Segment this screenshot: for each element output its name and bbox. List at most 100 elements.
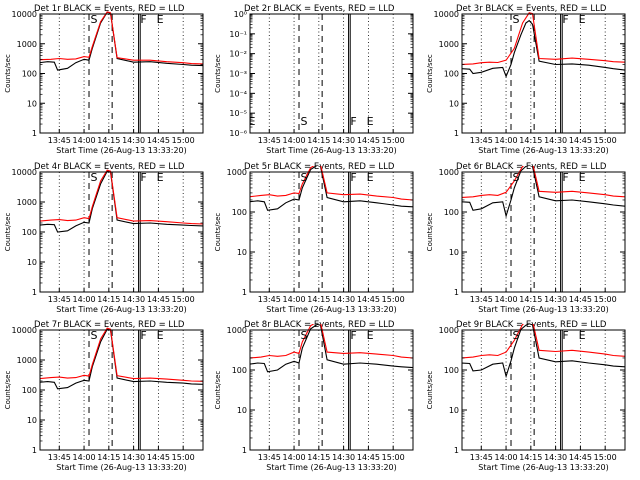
- y-tick-label: 1: [454, 288, 459, 297]
- x-axis-label: Start Time (26-Aug-13 13:33:20): [478, 305, 609, 314]
- y-axis-label: Counts/sec: [426, 371, 434, 410]
- x-tick-label: 14:45: [569, 136, 592, 145]
- y-tick-label: 100: [232, 208, 247, 217]
- marker-f-label: F: [350, 329, 356, 342]
- x-tick-label: 14:00: [495, 295, 518, 304]
- y-axis-label: Counts/sec: [4, 213, 12, 252]
- y-tick-label: 10: [237, 406, 247, 415]
- events-line: [250, 324, 413, 373]
- plot-frame: [39, 13, 204, 134]
- x-tick-label: 14:15: [307, 453, 330, 462]
- x-tick-label: 14:15: [307, 295, 330, 304]
- panel-det-6: Det 6r BLACK = Events, RED = LLD 1 10 100 10…: [426, 162, 626, 314]
- x-tick-label: 14:00: [495, 136, 518, 145]
- x-tick-label: 15:00: [594, 136, 617, 145]
- events-line: [40, 11, 203, 71]
- panel-title: Det 2r BLACK = Events, RED = LLD: [244, 4, 395, 14]
- x-tick-label: 14:30: [122, 136, 145, 145]
- x-tick-label: 14:00: [73, 295, 96, 304]
- y-tick-label: 1: [32, 288, 37, 297]
- marker-f-label: F: [562, 171, 568, 184]
- x-tick-label: 14:15: [97, 453, 120, 462]
- x-tick-label: 14:15: [519, 295, 542, 304]
- x-tick-label: 14:45: [147, 453, 170, 462]
- x-tick-label: 14:30: [544, 453, 567, 462]
- marker-s-label: S: [90, 13, 97, 26]
- y-tick-label: 100: [22, 70, 37, 79]
- events-line: [462, 19, 625, 78]
- events-line: [40, 170, 203, 233]
- lld-line: [40, 169, 203, 225]
- panel-title: Det 7r BLACK = Events, RED = LLD: [34, 320, 185, 330]
- x-tick-label: 15:00: [594, 453, 617, 462]
- lld-line: [40, 327, 203, 382]
- x-tick-label: 13:45: [258, 453, 281, 462]
- plot-frame: [461, 171, 626, 293]
- marker-s-label: S: [300, 329, 307, 342]
- y-tick-label: 1000: [227, 326, 247, 335]
- x-tick-label: 14:30: [544, 136, 567, 145]
- x-tick-label: 14:15: [97, 295, 120, 304]
- lld-line: [250, 166, 413, 201]
- marker-s-label: S: [512, 171, 519, 184]
- marker-s-label: S: [300, 171, 307, 184]
- x-tick-label: 14:15: [307, 136, 330, 145]
- plot-frame: [249, 171, 414, 293]
- marker-e-label: E: [157, 171, 164, 184]
- x-axis-label: Start Time (26-Aug-13 13:33:20): [478, 463, 609, 472]
- x-tick-label: 15:00: [172, 453, 195, 462]
- events-line: [250, 166, 413, 211]
- x-tick-label: 15:00: [172, 295, 195, 304]
- panel-det-8: Det 8r BLACK = Events, RED = LLD11010010…: [214, 320, 414, 472]
- x-tick-label: 13:45: [470, 295, 493, 304]
- x-tick-label: 14:30: [332, 295, 355, 304]
- marker-f-label: F: [140, 13, 146, 26]
- x-tick-label: 14:00: [283, 453, 306, 462]
- y-tick-label: 10⁻³: [229, 70, 247, 79]
- x-tick-label: 13:45: [258, 295, 281, 304]
- y-axis-label: Counts/sec: [214, 54, 222, 93]
- panel-title: Det 3r BLACK = Events, RED = LLD: [456, 4, 607, 14]
- y-tick-label: 1: [454, 129, 459, 138]
- marker-f-label: F: [350, 171, 356, 184]
- x-tick-label: 15:00: [172, 136, 195, 145]
- y-tick-label: 1: [242, 288, 247, 297]
- x-tick-label: 13:45: [258, 136, 281, 145]
- x-tick-label: 14:30: [332, 453, 355, 462]
- panel-title: Det 5r BLACK = Events, RED = LLD: [244, 162, 395, 172]
- events-line: [462, 324, 625, 379]
- marker-e-label: E: [367, 115, 374, 128]
- y-tick-label: 10000: [12, 326, 37, 335]
- x-axis-label: Start Time (26-Aug-13 13:33:20): [266, 146, 397, 155]
- marker-e-label: E: [367, 329, 374, 342]
- x-tick-label: 14:30: [332, 136, 355, 145]
- y-axis-label: Counts/sec: [426, 54, 434, 93]
- panel-title: Det 4r BLACK = Events, RED = LLD: [34, 162, 185, 172]
- x-tick-label: 14:00: [73, 453, 96, 462]
- x-tick-label: 15:00: [382, 136, 405, 145]
- y-axis-label: Counts/sec: [4, 54, 12, 93]
- marker-e-label: E: [367, 171, 374, 184]
- x-tick-label: 14:15: [519, 136, 542, 145]
- events-line: [40, 328, 203, 390]
- x-tick-label: 13:45: [48, 136, 71, 145]
- y-axis-label: Counts/sec: [214, 213, 222, 252]
- y-tick-label: 10: [449, 99, 459, 108]
- plot-frame: [461, 329, 626, 451]
- y-tick-label: 100: [444, 208, 459, 217]
- y-axis-label: Counts/sec: [426, 213, 434, 252]
- x-tick-label: 15:00: [382, 453, 405, 462]
- y-tick-label: 1000: [17, 198, 37, 207]
- x-tick-label: 14:00: [73, 136, 96, 145]
- x-axis-label: Start Time (26-Aug-13 13:33:20): [56, 463, 187, 472]
- marker-e-label: E: [157, 13, 164, 26]
- y-tick-label: 10: [27, 416, 37, 425]
- y-tick-label: 1: [454, 446, 459, 455]
- y-tick-label: 10000: [434, 10, 459, 19]
- y-tick-label: 100: [22, 228, 37, 237]
- marker-e-label: E: [579, 171, 586, 184]
- marker-e-label: E: [157, 329, 164, 342]
- y-tick-label: 1000: [17, 40, 37, 49]
- x-tick-label: 14:45: [147, 136, 170, 145]
- y-tick-label: 1000: [439, 326, 459, 335]
